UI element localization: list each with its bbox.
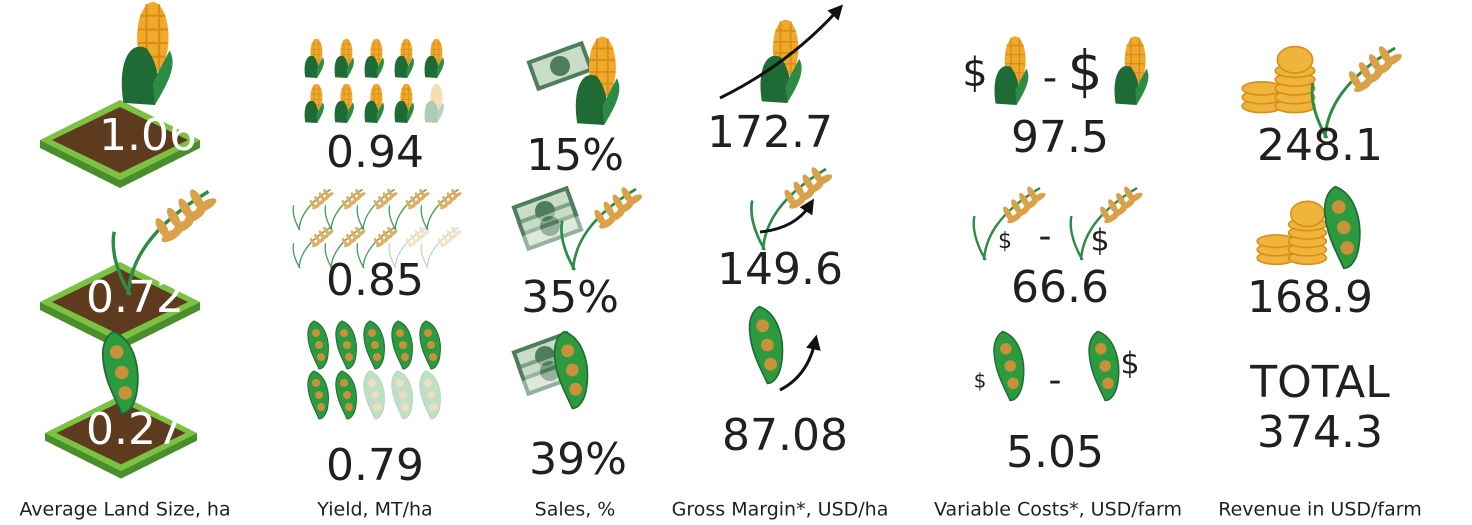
column-label: Gross Margin*, USD/ha [672,499,889,521]
corn-icon [364,38,385,79]
soy-icon [101,330,139,415]
soy-icon [307,370,329,420]
value: 97.5 [1011,112,1109,163]
arrow [759,198,815,234]
wheat-icon [750,164,836,252]
soy-icon [335,370,357,420]
soy-icon [1088,330,1120,402]
symbol-dollar: $ [1090,224,1109,259]
corn-icon [364,83,385,124]
soy-icon [748,305,784,385]
soy-icon [391,320,413,370]
soy-icon [993,330,1025,402]
symbol-dollar: $ [998,229,1012,254]
value: 66.6 [1011,262,1109,313]
soy-icon [419,370,441,420]
corn-icon [424,38,445,79]
value: 149.6 [717,244,843,295]
value: 87.08 [722,410,848,461]
soy-icon [335,320,357,370]
corn-icon [304,83,325,124]
symbol-minus: - [1049,360,1062,401]
soy-icon [1323,185,1361,270]
value: 39% [529,434,627,485]
value: 0.79 [326,440,424,491]
column-label: Revenue in USD/farm [1218,499,1421,521]
value: 0.85 [326,255,424,306]
soy-icon [419,320,441,370]
column-label: Average Land Size, ha [19,499,230,521]
corn-icon [304,38,325,79]
corn-icon [1113,35,1150,106]
symbol-dollar: $ [1068,39,1103,103]
corn-icon [334,38,355,79]
column-label: Yield, MT/ha [316,499,432,521]
texts: Average Land Size, ha 1.06 0.72 0.27 Yield, … [19,107,1421,521]
soy-icon [391,370,413,420]
value: 0.72 [86,272,184,323]
soy-icon [307,320,329,370]
symbol-dollar: $ [974,369,987,393]
arrow [719,4,844,100]
icons: $ - $$ - $$ - $ [40,1,1406,479]
value: 0.94 [326,127,424,178]
arrow [779,334,821,392]
soy-icon [363,320,385,370]
column-label: Variable Costs*, USD/farm [934,499,1182,521]
value: 168.9 [1247,272,1373,323]
coins-icon [1256,200,1328,266]
value: 15% [526,130,624,181]
value: 5.05 [1006,427,1104,478]
symbol-dollar: $ [962,50,987,96]
value: 248.1 [1257,120,1383,171]
symbol-minus: - [1039,216,1052,257]
total-value: 374.3 [1257,407,1383,458]
column-label: Sales, % [535,499,616,521]
symbol-minus: - [1043,55,1057,101]
value: 1.06 [99,110,197,161]
corn-icon [424,83,445,124]
value: 35% [521,272,619,323]
corn-icon [334,83,355,124]
soy-icon [553,330,589,410]
total-label: TOTAL [1249,357,1390,408]
coins-icon [1241,45,1316,114]
value: 172.7 [707,107,833,158]
corn-icon [993,35,1030,106]
symbol-dollar: $ [1120,347,1139,382]
value: 0.27 [86,404,184,455]
corn-icon [394,83,415,124]
soy-icon [363,370,385,420]
corn-icon [394,38,415,79]
corn-icon [120,1,174,107]
